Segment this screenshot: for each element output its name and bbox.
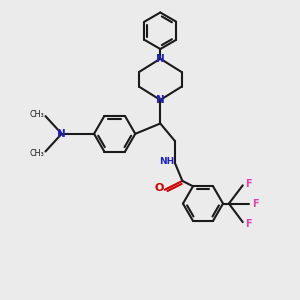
Text: N: N <box>156 95 165 105</box>
Text: N: N <box>57 129 66 139</box>
Text: NH: NH <box>159 157 174 166</box>
Text: F: F <box>252 199 258 208</box>
Text: N: N <box>156 54 165 64</box>
Text: F: F <box>245 219 251 229</box>
Text: CH₃: CH₃ <box>30 110 45 119</box>
Text: O: O <box>154 183 164 193</box>
Text: CH₃: CH₃ <box>30 149 45 158</box>
Text: F: F <box>245 179 251 189</box>
